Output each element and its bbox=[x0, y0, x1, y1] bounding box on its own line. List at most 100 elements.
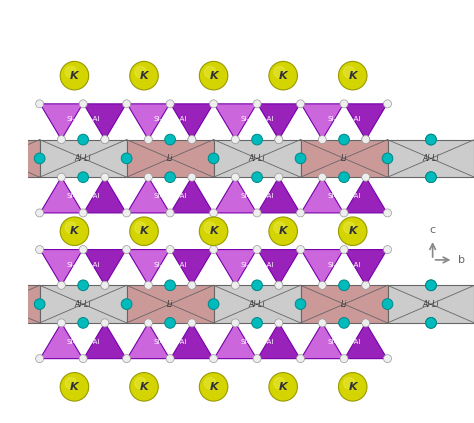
Circle shape bbox=[36, 246, 44, 253]
Circle shape bbox=[383, 246, 392, 253]
Circle shape bbox=[165, 280, 175, 291]
Circle shape bbox=[0, 280, 1, 291]
Text: Si-Al|Si-Al: Si-Al|Si-Al bbox=[328, 116, 361, 124]
Circle shape bbox=[36, 354, 44, 363]
Circle shape bbox=[340, 209, 348, 217]
Text: K: K bbox=[348, 226, 357, 236]
Text: K: K bbox=[209, 382, 218, 392]
Circle shape bbox=[318, 135, 326, 143]
Circle shape bbox=[204, 66, 216, 78]
Polygon shape bbox=[214, 140, 301, 177]
Circle shape bbox=[275, 281, 283, 289]
Circle shape bbox=[253, 209, 261, 217]
Circle shape bbox=[188, 319, 196, 327]
Circle shape bbox=[297, 246, 305, 253]
Circle shape bbox=[123, 100, 131, 108]
Polygon shape bbox=[301, 177, 344, 213]
Polygon shape bbox=[214, 177, 256, 213]
Circle shape bbox=[200, 217, 228, 245]
Circle shape bbox=[210, 246, 218, 253]
Text: Al-Li: Al-Li bbox=[423, 299, 439, 309]
Circle shape bbox=[275, 319, 283, 327]
Circle shape bbox=[121, 153, 132, 164]
Circle shape bbox=[0, 172, 1, 183]
Circle shape bbox=[188, 135, 196, 143]
Circle shape bbox=[200, 373, 228, 401]
Circle shape bbox=[204, 222, 216, 233]
Text: K: K bbox=[209, 71, 218, 81]
Circle shape bbox=[79, 246, 87, 253]
Circle shape bbox=[269, 61, 297, 90]
Circle shape bbox=[145, 319, 152, 327]
Polygon shape bbox=[127, 323, 170, 359]
Circle shape bbox=[123, 209, 131, 217]
Text: Al-Li: Al-Li bbox=[249, 154, 265, 163]
Polygon shape bbox=[83, 323, 126, 359]
Circle shape bbox=[339, 318, 349, 328]
Circle shape bbox=[79, 209, 87, 217]
Circle shape bbox=[383, 100, 392, 108]
Polygon shape bbox=[257, 250, 300, 285]
Text: K: K bbox=[140, 71, 148, 81]
Text: K: K bbox=[279, 382, 287, 392]
Circle shape bbox=[344, 378, 355, 389]
Polygon shape bbox=[345, 177, 387, 213]
Text: Al-Li: Al-Li bbox=[249, 299, 265, 309]
Text: K: K bbox=[140, 226, 148, 236]
Polygon shape bbox=[171, 104, 213, 140]
Circle shape bbox=[165, 134, 175, 145]
Circle shape bbox=[166, 209, 174, 217]
Circle shape bbox=[34, 299, 45, 310]
Circle shape bbox=[318, 281, 326, 289]
Circle shape bbox=[295, 299, 306, 310]
Polygon shape bbox=[40, 285, 127, 323]
Circle shape bbox=[65, 378, 77, 389]
Polygon shape bbox=[345, 250, 387, 285]
Polygon shape bbox=[0, 140, 40, 177]
Circle shape bbox=[78, 318, 89, 328]
Circle shape bbox=[252, 172, 263, 183]
Polygon shape bbox=[388, 140, 474, 177]
Circle shape bbox=[166, 100, 174, 108]
Polygon shape bbox=[388, 285, 474, 323]
Circle shape bbox=[65, 66, 77, 78]
Text: Li: Li bbox=[341, 154, 347, 163]
Text: Al-Li: Al-Li bbox=[75, 154, 91, 163]
Circle shape bbox=[297, 209, 305, 217]
Circle shape bbox=[340, 246, 348, 253]
Circle shape bbox=[145, 135, 152, 143]
Polygon shape bbox=[171, 323, 213, 359]
Circle shape bbox=[269, 217, 297, 245]
Polygon shape bbox=[171, 177, 213, 213]
Polygon shape bbox=[40, 323, 82, 359]
Text: K: K bbox=[70, 226, 79, 236]
Text: Si-Al|Si-Al: Si-Al|Si-Al bbox=[240, 262, 274, 269]
Circle shape bbox=[200, 61, 228, 90]
Circle shape bbox=[188, 281, 196, 289]
Circle shape bbox=[318, 319, 326, 327]
Circle shape bbox=[426, 134, 437, 145]
Circle shape bbox=[252, 134, 263, 145]
Text: Si-Al|Si-Al: Si-Al|Si-Al bbox=[154, 193, 187, 201]
Polygon shape bbox=[214, 285, 301, 323]
Text: K: K bbox=[279, 226, 287, 236]
Text: c: c bbox=[429, 225, 436, 234]
Text: Si-Al|Si-Al: Si-Al|Si-Al bbox=[328, 193, 361, 201]
Polygon shape bbox=[127, 140, 214, 177]
Circle shape bbox=[36, 100, 44, 108]
Polygon shape bbox=[301, 250, 344, 285]
Circle shape bbox=[210, 100, 218, 108]
Circle shape bbox=[340, 100, 348, 108]
Circle shape bbox=[57, 173, 65, 181]
Polygon shape bbox=[127, 250, 170, 285]
Polygon shape bbox=[40, 177, 82, 213]
Circle shape bbox=[36, 209, 44, 217]
Polygon shape bbox=[40, 104, 82, 140]
Polygon shape bbox=[127, 285, 214, 323]
Text: K: K bbox=[70, 71, 79, 81]
Circle shape bbox=[338, 217, 367, 245]
Circle shape bbox=[60, 373, 89, 401]
Text: Si-Al|Si-Al: Si-Al|Si-Al bbox=[66, 193, 100, 201]
Circle shape bbox=[362, 281, 370, 289]
Polygon shape bbox=[301, 104, 344, 140]
